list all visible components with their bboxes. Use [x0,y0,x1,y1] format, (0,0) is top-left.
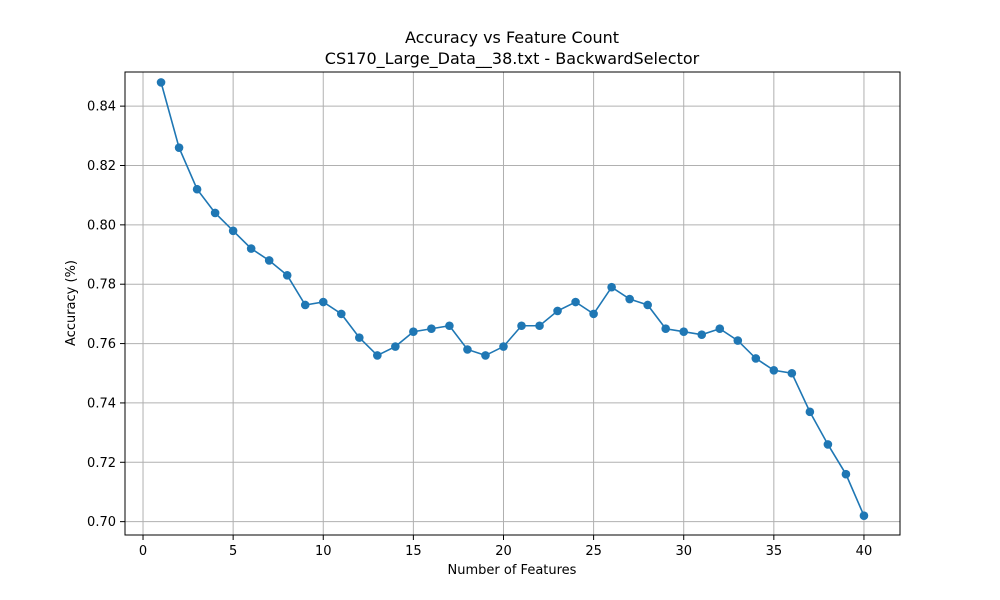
data-point [823,440,833,449]
y-tick-label: 0.76 [87,337,116,352]
data-point [859,511,869,521]
data-point [517,321,526,331]
x-tick-label: 0 [139,544,147,559]
x-axis-label: Number of Features [448,563,577,578]
axis-ticks: 0 5 10 15 20 25 30 35 40 0.70 0.72 0.74 0.76 0.78 0.80… [87,100,872,559]
data-point [192,184,202,194]
data-point [228,226,238,236]
x-tick-label: 15 [405,544,422,559]
y-tick-label: 0.84 [87,100,116,115]
y-tick-label: 0.82 [87,159,116,174]
data-point [751,354,761,363]
y-axis-label: Accuracy (%) [64,260,79,346]
data-point [427,324,436,334]
data-point [553,306,562,316]
data-point [336,309,346,319]
data-point [661,324,670,334]
data-point [499,342,508,351]
x-tick-label: 20 [495,544,512,559]
data-point [535,321,544,331]
data-point [805,407,815,417]
x-tick-label: 10 [315,544,332,559]
plot-frame [124,71,901,536]
y-tick-label: 0.72 [87,456,116,471]
chart-title: Accuracy vs Feature Count [405,28,619,47]
data-point [373,351,382,360]
data-point [571,297,580,307]
data-point [769,365,779,375]
series-line [160,82,865,517]
data-point [445,321,454,331]
data-point [733,336,743,345]
data-point [589,309,598,319]
data-point [246,244,256,253]
data-point [282,271,292,280]
data-point [300,300,310,310]
data-point [318,297,328,307]
data-point [679,327,689,336]
data-point [715,324,725,334]
data-point [409,327,418,336]
y-tick-label: 0.70 [87,515,116,530]
data-point [264,256,274,265]
data-point [210,208,220,218]
data-point [697,330,707,339]
plot-series [156,78,869,521]
x-tick-label: 5 [229,544,237,559]
data-point [481,351,490,360]
data-point [391,342,400,351]
data-point [787,368,797,378]
data-point [174,143,184,152]
x-tick-label: 35 [766,544,783,559]
data-point [463,345,472,354]
data-point [841,469,851,479]
x-tick-label: 25 [585,544,602,559]
data-point [643,300,652,310]
grid-lines [125,72,900,535]
data-point [625,294,634,304]
x-tick-label: 40 [856,544,873,559]
y-tick-label: 0.80 [87,218,116,233]
data-point [355,333,364,342]
data-point [156,78,166,87]
y-tick-label: 0.78 [87,278,116,293]
chart-subtitle: CS170_Large_Data__38.txt - BackwardSelec… [325,49,700,69]
x-tick-label: 30 [675,544,692,559]
y-tick-label: 0.74 [87,396,116,411]
data-point [607,282,616,292]
